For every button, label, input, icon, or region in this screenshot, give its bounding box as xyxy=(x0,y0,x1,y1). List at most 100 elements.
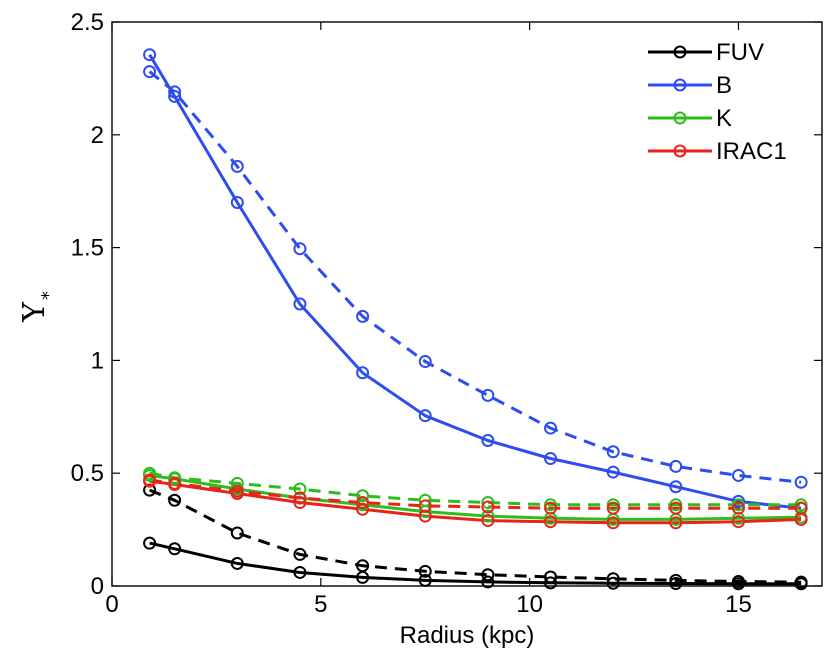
series-line-k-solid xyxy=(149,474,802,521)
legend-item-b: B xyxy=(648,72,732,99)
legend-item-k: K xyxy=(648,105,732,132)
data-point-fuv xyxy=(293,565,307,579)
data-point-b xyxy=(606,445,620,459)
data-point-k xyxy=(143,466,157,480)
data-point-fuv xyxy=(544,570,558,584)
data-point-irac1 xyxy=(230,484,244,498)
legend-label: B xyxy=(716,72,732,99)
data-point-irac1 xyxy=(794,501,808,515)
data-point-fuv xyxy=(168,542,182,556)
data-point-fuv xyxy=(794,575,808,589)
data-point-fuv xyxy=(293,547,307,561)
data-point-b xyxy=(168,85,182,99)
data-point-b xyxy=(794,475,808,489)
series-line-b-dashed xyxy=(148,70,802,484)
data-point-b xyxy=(230,159,244,173)
y-tick-label: 0 xyxy=(91,573,104,600)
data-point-irac1 xyxy=(606,501,620,515)
series-line-irac1-solid xyxy=(149,479,802,525)
data-point-k xyxy=(356,489,370,503)
x-tick-label: 15 xyxy=(725,591,752,618)
y-tick-label: 2.5 xyxy=(71,9,104,36)
data-point-b xyxy=(544,452,558,466)
data-point-b xyxy=(230,195,244,209)
data-point-b xyxy=(356,366,370,380)
data-point-b xyxy=(143,65,157,79)
series-line-irac1-dashed xyxy=(149,478,802,510)
data-point-b xyxy=(418,355,432,369)
y-tick-label: 0.5 xyxy=(71,460,104,487)
data-point-fuv xyxy=(544,576,558,590)
x-tick-label: 0 xyxy=(105,591,118,618)
data-point-b xyxy=(418,409,432,423)
data-point-irac1 xyxy=(544,501,558,515)
legend: FUV BK IRAC1 xyxy=(648,39,787,165)
data-point-irac1 xyxy=(481,500,495,514)
data-point-k xyxy=(481,496,495,510)
data-point-fuv xyxy=(230,526,244,540)
data-point-b xyxy=(731,468,745,482)
series-line-k-dashed xyxy=(149,471,802,507)
legend-marker xyxy=(673,111,687,125)
series-line-b-solid xyxy=(148,53,802,510)
series-line-fuv-solid xyxy=(149,541,802,586)
data-point-fuv xyxy=(356,559,370,573)
data-point-irac1 xyxy=(293,496,307,510)
x-tick-labels: 0 5 10 15 xyxy=(105,591,752,618)
series-markers xyxy=(143,48,808,591)
svg-text:*: * xyxy=(38,291,59,300)
data-point-fuv xyxy=(606,576,620,590)
data-point-irac1 xyxy=(418,499,432,513)
legend-marker xyxy=(673,45,687,59)
data-point-fuv xyxy=(481,568,495,582)
legend-label: IRAC1 xyxy=(716,138,787,165)
data-point-k xyxy=(418,493,432,507)
data-point-k xyxy=(481,509,495,523)
series-lines xyxy=(148,53,802,586)
y-axis-label: Υ * xyxy=(17,291,59,323)
y-tick-label: 1 xyxy=(91,347,104,374)
legend-label: FUV xyxy=(716,39,764,66)
data-point-fuv xyxy=(168,493,182,507)
data-point-irac1 xyxy=(731,501,745,515)
legend-item-fuv: FUV xyxy=(648,39,764,66)
x-axis-label: Radius (kpc) xyxy=(400,622,535,649)
data-point-irac1 xyxy=(544,515,558,529)
axis-ticks xyxy=(111,21,822,587)
data-point-fuv xyxy=(418,564,432,578)
y-tick-label: 2 xyxy=(91,122,104,149)
legend-marker xyxy=(673,144,687,158)
data-point-b xyxy=(481,433,495,447)
data-point-irac1 xyxy=(293,491,307,505)
series-line-fuv-dashed xyxy=(149,488,802,584)
data-point-b xyxy=(544,421,558,435)
data-point-irac1 xyxy=(669,516,683,530)
legend-item-irac1: IRAC1 xyxy=(648,138,787,165)
data-point-fuv xyxy=(669,573,683,587)
x-tick-label: 10 xyxy=(516,591,543,618)
data-point-irac1 xyxy=(669,501,683,515)
data-point-fuv xyxy=(731,574,745,588)
data-point-b xyxy=(669,480,683,494)
data-point-irac1 xyxy=(356,496,370,510)
x-tick-label: 5 xyxy=(314,591,327,618)
data-point-fuv xyxy=(606,572,620,586)
data-point-irac1 xyxy=(481,514,495,528)
data-point-k xyxy=(293,482,307,496)
data-point-b xyxy=(168,89,182,103)
data-point-k xyxy=(168,471,182,485)
data-point-b xyxy=(606,465,620,479)
data-point-irac1 xyxy=(143,473,157,487)
data-point-b xyxy=(669,459,683,473)
data-point-fuv xyxy=(143,536,157,550)
legend-label: K xyxy=(716,105,732,132)
data-point-b xyxy=(481,388,495,402)
data-point-irac1 xyxy=(356,502,370,516)
svg-text:Υ: Υ xyxy=(17,301,52,323)
y-tick-label: 1.5 xyxy=(71,235,104,262)
data-point-b xyxy=(143,48,157,62)
data-point-irac1 xyxy=(606,516,620,530)
data-point-b xyxy=(293,297,307,311)
data-point-irac1 xyxy=(168,476,182,490)
